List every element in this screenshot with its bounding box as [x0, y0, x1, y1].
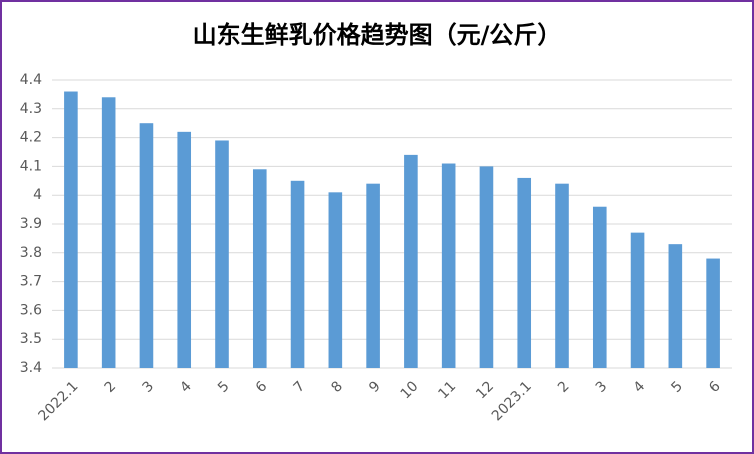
bar [177, 131, 192, 368]
chart-title: 山东生鲜乳价格趋势图（元/公斤） [193, 21, 562, 49]
y-tick-label: 3.5 [20, 331, 42, 347]
bar [252, 169, 267, 368]
y-tick-label: 4.1 [20, 158, 42, 174]
y-tick-label: 4 [33, 187, 42, 203]
y-tick-label: 3.6 [20, 302, 42, 318]
y-tick-label: 4.3 [20, 101, 42, 117]
bar [441, 163, 456, 368]
bar [101, 97, 116, 368]
bar [706, 258, 720, 368]
bar [517, 177, 532, 368]
y-tick-label: 3.4 [20, 360, 42, 376]
bar [290, 180, 305, 368]
bar [668, 244, 683, 368]
y-tick-label: 3.9 [20, 216, 42, 232]
y-tick-label: 4.2 [20, 130, 42, 146]
bar [139, 123, 154, 368]
bar [366, 183, 380, 368]
y-tick-label: 3.7 [20, 274, 42, 290]
y-tick-label: 4.4 [20, 72, 42, 88]
bar [479, 166, 494, 368]
bar [328, 192, 343, 368]
bar [555, 183, 569, 368]
bar [592, 206, 607, 368]
bar [404, 154, 418, 368]
bar [215, 140, 229, 368]
bar [630, 232, 645, 368]
y-tick-label: 3.8 [20, 245, 42, 261]
bar [64, 91, 78, 369]
